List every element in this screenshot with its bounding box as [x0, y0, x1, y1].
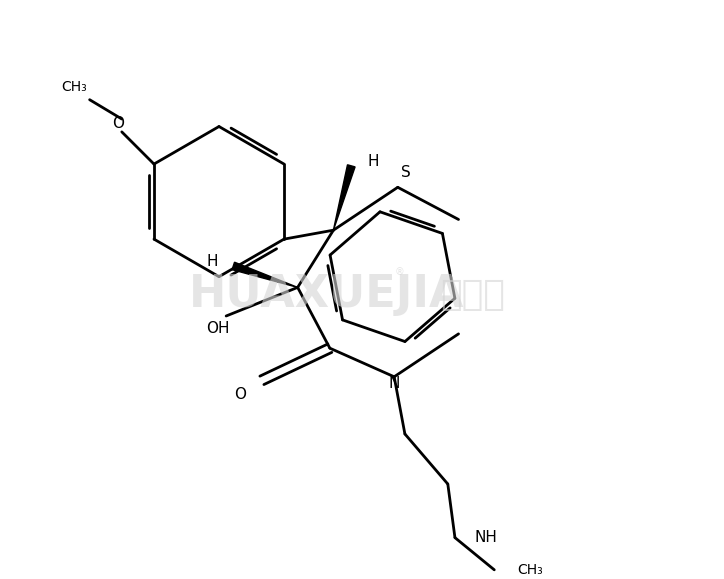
Text: OH: OH: [206, 321, 230, 336]
Polygon shape: [232, 262, 298, 287]
Text: H: H: [206, 254, 218, 269]
Text: HUAXUEJIA: HUAXUEJIA: [188, 273, 464, 316]
Text: CH₃: CH₃: [61, 80, 87, 94]
Polygon shape: [333, 165, 355, 230]
Text: O: O: [235, 387, 246, 402]
Text: H: H: [367, 154, 379, 169]
Text: N: N: [389, 376, 400, 391]
Text: CH₃: CH₃: [517, 563, 543, 577]
Text: O: O: [112, 116, 125, 131]
Text: NH: NH: [475, 530, 498, 545]
Text: S: S: [401, 166, 411, 181]
Text: ®: ®: [395, 267, 404, 277]
Text: 化学加: 化学加: [440, 277, 505, 312]
